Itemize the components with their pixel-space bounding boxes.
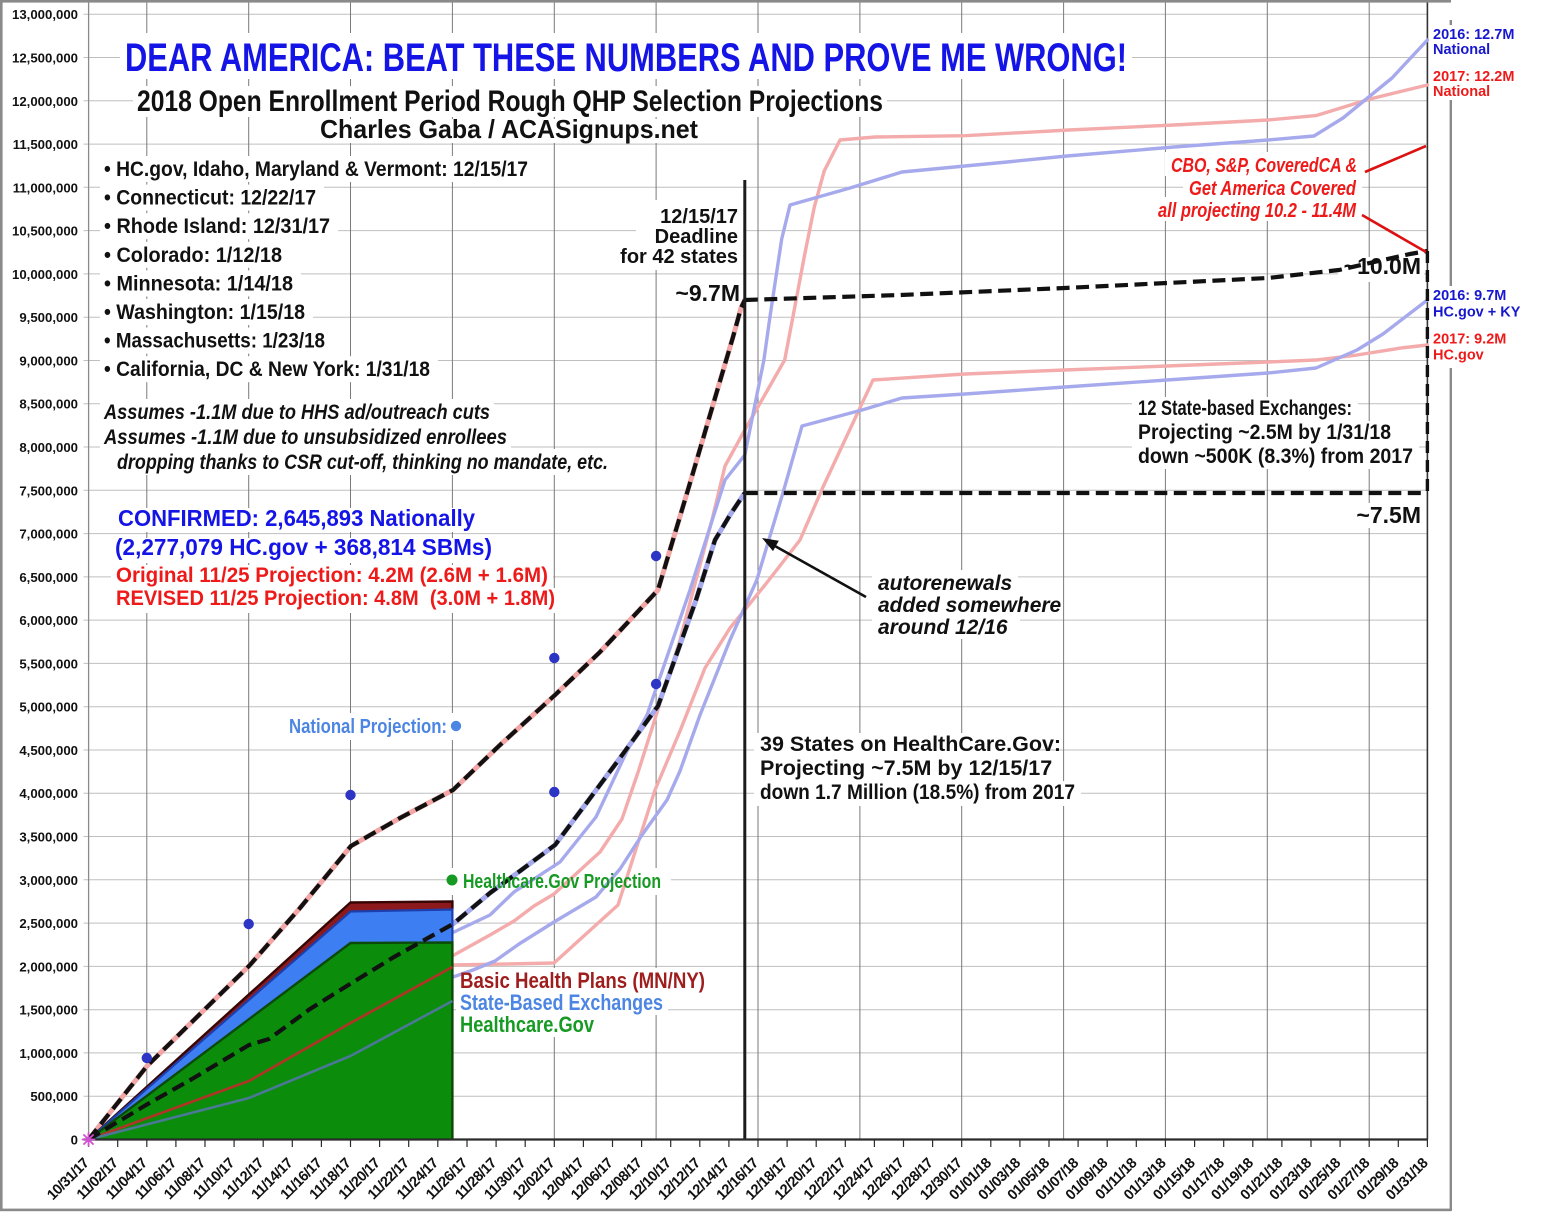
svg-text:Projecting ~2.5M by 1/31/18: Projecting ~2.5M by 1/31/18	[1138, 421, 1391, 444]
svg-text:7,500,000: 7,500,000	[19, 483, 78, 498]
svg-text:National Projection:: National Projection:	[289, 715, 447, 738]
svg-text:4,000,000: 4,000,000	[19, 786, 78, 801]
svg-text:6,500,000: 6,500,000	[19, 570, 78, 585]
svg-text:REVISED 11/25 Projection: 4.8M: REVISED 11/25 Projection: 4.8M (3.0M + 1…	[116, 586, 555, 610]
svg-text:2,500,000: 2,500,000	[19, 916, 78, 931]
svg-text:6,000,000: 6,000,000	[19, 613, 78, 628]
svg-text:Deadline: Deadline	[655, 226, 738, 248]
svg-text:autorenewals: autorenewals	[878, 572, 1012, 595]
svg-text:• Colorado: 1/12/18: • Colorado: 1/12/18	[104, 244, 282, 267]
svg-text:• Washington: 1/15/18: • Washington: 1/15/18	[104, 301, 305, 324]
svg-text:3,000,000: 3,000,000	[19, 873, 78, 888]
svg-text:• Massachusetts: 1/23/18: • Massachusetts: 1/23/18	[104, 330, 325, 353]
svg-text:2017: 12.2M: 2017: 12.2M	[1433, 69, 1514, 85]
svg-text:• HC.gov, Idaho, Maryland & Ve: • HC.gov, Idaho, Maryland & Vermont: 12/…	[104, 158, 528, 181]
svg-text:Basic Health Plans (MN/NY): Basic Health Plans (MN/NY)	[460, 968, 705, 993]
svg-text:1,500,000: 1,500,000	[19, 1003, 78, 1018]
svg-text:all projecting 10.2 - 11.4M: all projecting 10.2 - 11.4M	[1158, 200, 1357, 222]
svg-text:down ~500K (8.3%) from 2017: down ~500K (8.3%) from 2017	[1138, 445, 1413, 468]
svg-text:5,500,000: 5,500,000	[19, 656, 78, 671]
svg-text:5,000,000: 5,000,000	[19, 700, 78, 715]
svg-text:• Rhode Island: 12/31/17: • Rhode Island: 12/31/17	[104, 215, 330, 238]
svg-text:National: National	[1433, 42, 1490, 58]
svg-text:39 States on HealthCare.Gov:: 39 States on HealthCare.Gov:	[760, 732, 1061, 756]
svg-text:HC.gov + KY: HC.gov + KY	[1433, 305, 1521, 321]
svg-text:Original 11/25 Projection: 4.2: Original 11/25 Projection: 4.2M (2.6M + …	[116, 563, 548, 587]
svg-text:8,500,000: 8,500,000	[19, 397, 78, 412]
svg-text:CONFIRMED: 2,645,893 Nationall: CONFIRMED: 2,645,893 Nationally	[118, 505, 475, 531]
svg-text:Projecting ~7.5M by 12/15/17: Projecting ~7.5M by 12/15/17	[760, 756, 1052, 780]
svg-text:Healthcare.Gov: Healthcare.Gov	[460, 1012, 595, 1037]
svg-text:9,500,000: 9,500,000	[19, 310, 78, 325]
svg-text:for 42 states: for 42 states	[620, 246, 738, 268]
svg-text:HC.gov: HC.gov	[1433, 348, 1484, 364]
svg-text:12,000,000: 12,000,000	[12, 94, 78, 109]
svg-text:12,500,000: 12,500,000	[12, 51, 78, 66]
svg-text:Assumes -1.1M due to HHS ad/ou: Assumes -1.1M due to HHS ad/outreach cut…	[103, 400, 490, 424]
svg-text:DEAR AMERICA: BEAT THESE NUMBE: DEAR AMERICA: BEAT THESE NUMBERS AND PRO…	[125, 36, 1127, 80]
svg-text:2,000,000: 2,000,000	[19, 959, 78, 974]
svg-text:10,500,000: 10,500,000	[12, 224, 78, 239]
svg-text:Healthcare.Gov Projection: Healthcare.Gov Projection	[463, 870, 661, 893]
svg-text:12 State-based Exchanges:: 12 State-based Exchanges:	[1138, 397, 1352, 420]
svg-text:dropping thanks to CSR cut-off: dropping thanks to CSR cut-off, thinking…	[117, 450, 608, 474]
svg-text:CBO, S&P, CoveredCA &: CBO, S&P, CoveredCA &	[1171, 155, 1357, 177]
svg-text:2016: 9.7M: 2016: 9.7M	[1433, 288, 1506, 304]
svg-text:2018 Open Enrollment Period Ro: 2018 Open Enrollment Period Rough QHP Se…	[137, 85, 883, 118]
svg-text:Assumes -1.1M due to unsubsidi: Assumes -1.1M due to unsubsidized enroll…	[103, 425, 507, 449]
svg-text:• Minnesota: 1/14/18: • Minnesota: 1/14/18	[104, 272, 293, 295]
svg-text:2016: 12.7M: 2016: 12.7M	[1433, 27, 1514, 43]
svg-text:13,000,000: 13,000,000	[12, 7, 78, 22]
svg-text:0: 0	[71, 1133, 78, 1148]
svg-text:(2,277,079 HC.gov + 368,814 SB: (2,277,079 HC.gov + 368,814 SBMs)	[115, 534, 492, 560]
svg-text:State-Based Exchanges: State-Based Exchanges	[460, 990, 663, 1015]
svg-text:8,000,000: 8,000,000	[19, 440, 78, 455]
svg-text:11,500,000: 11,500,000	[13, 137, 78, 152]
svg-text:down 1.7 Million (18.5%) from: down 1.7 Million (18.5%) from 2017	[760, 780, 1075, 804]
svg-text:3,500,000: 3,500,000	[19, 830, 78, 845]
svg-text:National: National	[1433, 84, 1490, 100]
svg-text:10,000,000: 10,000,000	[12, 267, 78, 282]
svg-text:2017: 9.2M: 2017: 9.2M	[1433, 332, 1506, 348]
svg-text:~9.7M: ~9.7M	[675, 280, 740, 306]
svg-text:Charles Gaba / ACASignups.net: Charles Gaba / ACASignups.net	[320, 114, 698, 144]
svg-text:around 12/16: around 12/16	[878, 616, 1008, 639]
svg-text:~7.5M: ~7.5M	[1356, 502, 1421, 528]
svg-text:9,000,000: 9,000,000	[19, 353, 78, 368]
svg-text:4,500,000: 4,500,000	[19, 743, 78, 758]
svg-text:~10.0M: ~10.0M	[1344, 253, 1421, 279]
svg-text:Get America Covered: Get America Covered	[1189, 178, 1357, 200]
svg-text:500,000: 500,000	[30, 1089, 78, 1104]
svg-text:12/15/17: 12/15/17	[660, 206, 738, 228]
svg-text:11,000,000: 11,000,000	[13, 180, 78, 195]
svg-text:• Connecticut: 12/22/17: • Connecticut: 12/22/17	[104, 187, 316, 210]
svg-text:7,000,000: 7,000,000	[19, 527, 78, 542]
svg-text:1,000,000: 1,000,000	[19, 1046, 78, 1061]
svg-text:• California, DC & New York: 1: • California, DC & New York: 1/31/18	[104, 358, 430, 381]
svg-text:added somewhere: added somewhere	[878, 594, 1062, 617]
